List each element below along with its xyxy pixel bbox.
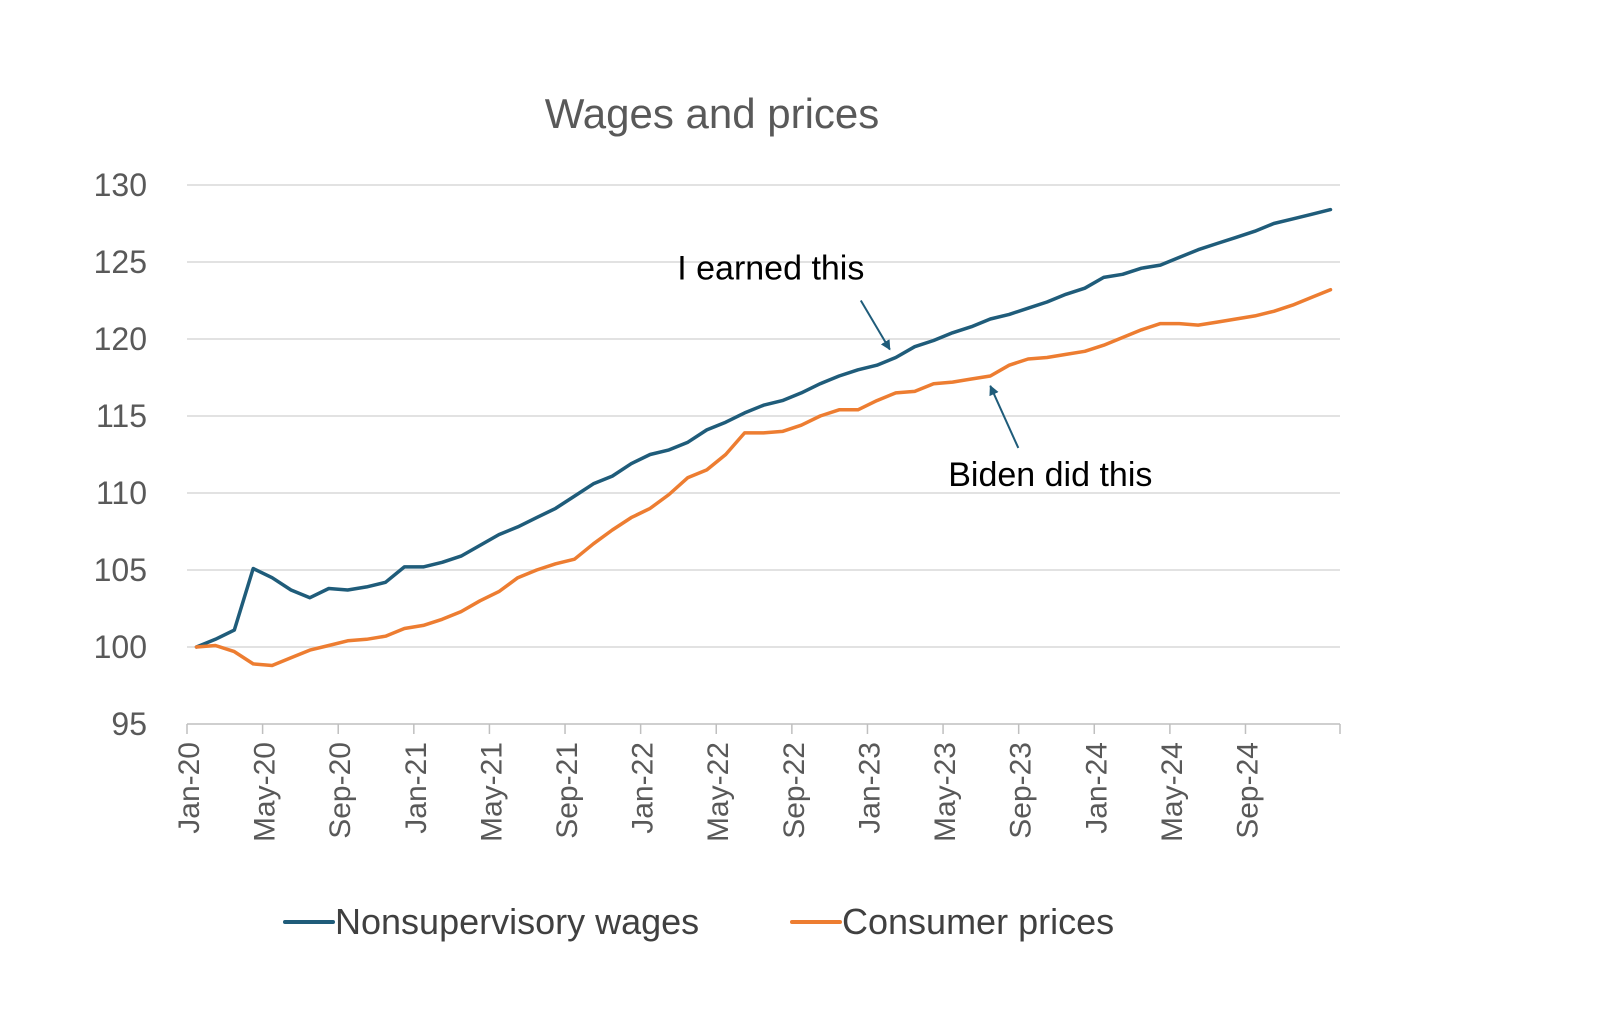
series-line-1 (194, 287, 1333, 668)
grid-lines (187, 184, 1340, 648)
y-axis-tick-labels: 95 100 105 110 115 120 125 130 (94, 167, 147, 742)
annotation-label-0: I earned this (677, 249, 864, 287)
x-tick-label: Jan-20 (173, 742, 206, 834)
legend-label-1: Consumer prices (842, 901, 1114, 942)
y-tick-label: 110 (96, 475, 147, 511)
x-tick-label: May-20 (249, 742, 282, 842)
y-tick-label: 105 (94, 552, 147, 588)
y-tick-label: 125 (94, 244, 147, 280)
x-tick-label: Jan-24 (1080, 742, 1113, 834)
series-lines (194, 207, 1333, 668)
series-line-0 (194, 207, 1333, 649)
y-tick-label: 115 (96, 398, 147, 434)
x-tick-label: May-22 (702, 742, 735, 842)
x-axis: Jan-20 May-20 Sep-20 Jan-21 May-21 Sep-21 Jan-… (173, 723, 1341, 842)
x-tick-label: May-23 (929, 742, 962, 842)
annotation-arrow-1 (989, 385, 1020, 449)
x-tick-label: Jan-22 (627, 742, 660, 834)
x-tick-label: Jan-21 (400, 742, 433, 834)
x-tick-label: Sep-21 (551, 742, 584, 839)
x-tick-label: May-21 (475, 742, 508, 842)
y-tick-label: 130 (94, 167, 147, 203)
x-tick-label: May-24 (1156, 742, 1189, 842)
y-tick-label: 100 (94, 629, 147, 665)
x-tick-label: Sep-22 (778, 742, 811, 839)
annotation-arrow-0 (859, 299, 891, 351)
y-tick-label: 95 (111, 706, 147, 742)
chart-title: Wages and prices (545, 90, 880, 137)
legend-label-0: Nonsupervisory wages (335, 901, 699, 942)
x-tick-label: Sep-20 (324, 742, 357, 839)
legend: Nonsupervisory wages Consumer prices (283, 901, 1114, 942)
annotations: I earned this Biden did this (677, 249, 1152, 493)
y-tick-label: 120 (94, 321, 147, 357)
x-tick-label: Sep-24 (1231, 742, 1264, 839)
annotation-label-1: Biden did this (948, 456, 1152, 494)
x-tick-label: Jan-23 (853, 742, 886, 834)
x-tick-label: Sep-23 (1005, 742, 1038, 839)
